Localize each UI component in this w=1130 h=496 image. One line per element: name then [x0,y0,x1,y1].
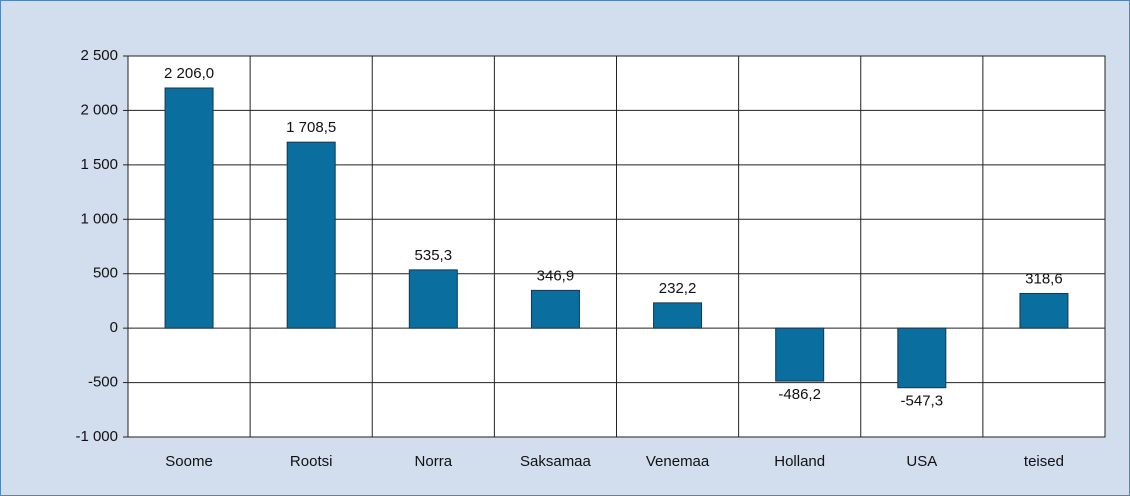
value-label: 346,9 [537,267,575,284]
x-tick-label: Saksamaa [520,453,592,470]
value-label: 535,3 [415,247,453,264]
x-tick-label: Rootsi [290,453,333,470]
y-tick-label: 1 000 [80,210,118,227]
x-tick-label: Soome [165,453,213,470]
x-tick-label: Venemaa [646,453,710,470]
x-tick-label: Holland [774,453,825,470]
value-label: 1 708,5 [286,119,336,136]
bar [164,87,214,329]
y-tick-label: 500 [93,265,118,282]
bar [897,327,947,389]
y-tick-label: -500 [88,374,118,391]
y-tick-label: 0 [110,319,118,336]
bar [1019,292,1069,329]
bar [653,302,703,329]
bar [408,269,458,329]
bar [775,327,825,382]
bar [530,289,580,329]
x-tick-label: Norra [415,453,453,470]
x-tick-label: USA [906,453,937,470]
x-tick-label: teised [1024,453,1064,470]
y-tick-label: 2 000 [80,101,118,118]
bar [286,141,336,329]
y-tick-label: -1 000 [75,428,118,445]
value-label: 2 206,0 [164,65,214,82]
value-label: 232,2 [659,280,697,297]
y-tick-label: 1 500 [80,156,118,173]
value-label: -547,3 [901,393,944,410]
value-label: 318,6 [1025,270,1063,287]
value-label: -486,2 [778,386,821,403]
y-tick-label: 2 500 [80,47,118,64]
